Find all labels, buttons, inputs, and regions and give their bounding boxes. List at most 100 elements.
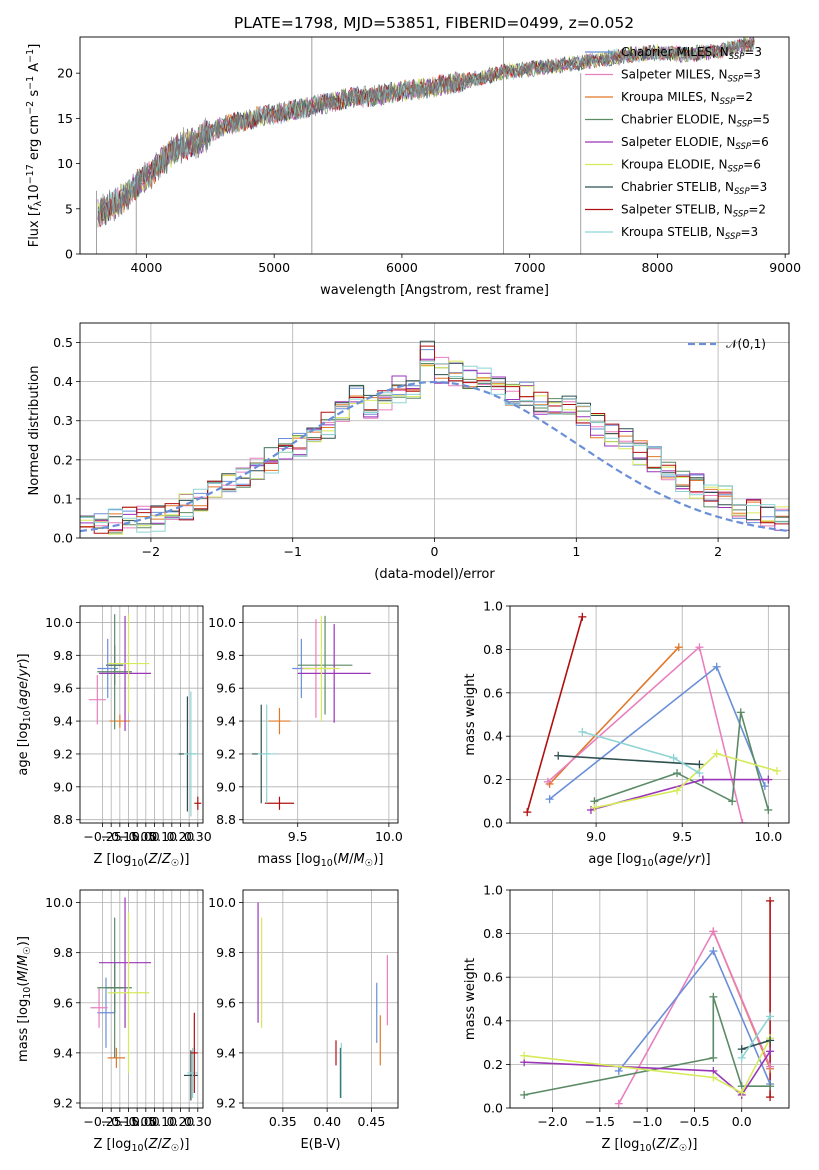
y-tick-label: 10.0 (45, 615, 73, 630)
axes-frame (242, 605, 399, 824)
y-axis-label: mass weight (463, 958, 478, 1040)
y-axis-label: age [log10(age/yr)] (16, 653, 33, 775)
plot-area (80, 340, 789, 538)
x-tick-label: 0.10 (149, 1114, 177, 1129)
x-tick-label: 0.20 (167, 829, 195, 844)
x-axis-label: Z [log10(Z/Z☉)] (94, 852, 190, 869)
legend-label: Kroupa STELIB, NSSP=3 (621, 225, 758, 242)
y-axis-label: mass weight (463, 673, 478, 755)
y-tick-label: 0.2 (483, 1057, 503, 1072)
y-tick-label: 1.0 (483, 599, 503, 614)
x-tick-label: 0.40 (313, 1114, 341, 1129)
y-tick-label: 0.4 (53, 374, 73, 389)
y-axis-label: mass [log10(M/M☉)] (16, 936, 33, 1062)
axes-frame (509, 605, 790, 824)
y-tick-label: 0.2 (53, 452, 73, 467)
legend-label: Chabrier STELIB, NSSP=3 (621, 180, 767, 197)
legend-label: Salpeter ELODIE, NSSP=6 (621, 135, 769, 152)
y-tick-label: 9.6 (53, 681, 73, 696)
axes-frame (79, 36, 790, 255)
x-tick-label: −1.0 (632, 1114, 662, 1129)
axes-frame (79, 322, 790, 539)
axes-frame (79, 605, 204, 824)
normal-reference-curve (80, 380, 789, 533)
x-tick-label: −0.05 (118, 1114, 156, 1129)
x-tick-label: 0.10 (149, 829, 177, 844)
spectrum-data-line (97, 37, 755, 228)
x-tick-label: −0.25 (83, 1114, 121, 1129)
y-tick-label: 9.0 (216, 779, 236, 794)
x-tick-label: −0.05 (118, 829, 156, 844)
x-axis-label: mass [log10(M/M☉)] (258, 852, 384, 869)
histogram-step (80, 360, 789, 538)
x-tick-label: −0.15 (101, 1114, 139, 1129)
plot-area (523, 612, 781, 823)
x-tick-label: 0.45 (358, 1114, 386, 1129)
y-tick-label: 0.0 (483, 1101, 503, 1116)
y-tick-label: 9.6 (216, 995, 236, 1010)
y-tick-label: 1.0 (483, 883, 503, 898)
panel-2: −2 −1 0 1 2 0.0 0.1 0.2 0.3 0.4 0.5 (data-model)/er… (27, 322, 790, 582)
legend-label: Salpeter MILES, NSSP=3 (621, 68, 761, 85)
y-tick-label: 9.8 (53, 648, 73, 663)
plot-area (88, 614, 202, 817)
x-tick-label: 0.0 (732, 1114, 752, 1129)
x-tick-label: −2.0 (537, 1114, 567, 1129)
weight-line (558, 754, 700, 766)
panel-3: −0.25−0.15−0.050.000.100.200.30 8.8 9.0 9.2… (16, 605, 212, 869)
y-tick-label: 10.0 (208, 615, 236, 630)
y-tick-label: 9.6 (216, 681, 236, 696)
legend-label: Chabrier MILES, NSSP=3 (621, 45, 762, 62)
y-tick-label: 0.5 (53, 335, 73, 350)
y-tick-label: 0.6 (483, 970, 503, 985)
y-tick-label: 9.2 (216, 746, 236, 761)
figure-title: PLATE=1798, MJD=53851, FIBERID=0499, z=0… (234, 14, 634, 32)
x-tick-label: 0.20 (167, 1114, 195, 1129)
legend-label: Salpeter STELIB, NSSP=2 (621, 203, 766, 220)
y-tick-label: 9.2 (53, 746, 73, 761)
y-tick-label: 9.2 (216, 1095, 236, 1110)
x-tick-label: 0.00 (132, 829, 160, 844)
x-tick-label: 0.00 (132, 1114, 160, 1129)
y-tick-label: 9.4 (53, 714, 73, 729)
x-axis-label: Z [log10(Z/Z☉)] (94, 1137, 190, 1154)
x-tick-label: 0.35 (269, 1114, 297, 1129)
x-tick-label: 0.30 (184, 1114, 212, 1129)
weight-line (741, 1015, 771, 1059)
axes-frame (509, 889, 790, 1109)
x-tick-label: 8000 (642, 260, 674, 275)
x-tick-label: 4000 (131, 260, 163, 275)
x-axis-label: wavelength [Angstrom, rest frame] (320, 283, 549, 298)
x-tick-label: 1 (572, 544, 580, 559)
y-tick-label: 0 (65, 247, 73, 262)
x-tick-label: −0.5 (679, 1114, 709, 1129)
weight-line (524, 1037, 771, 1094)
legend-label: Chabrier ELODIE, NSSP=5 (621, 113, 770, 130)
x-tick-label: 6000 (386, 260, 418, 275)
panel-7: 0.35 0.40 0.45 9.2 9.4 9.6 9.8 10.0 E(B-V) (208, 889, 399, 1152)
y-tick-label: 9.8 (216, 648, 236, 663)
y-tick-label: 10.0 (45, 895, 73, 910)
y-tick-label: 0.1 (53, 491, 73, 506)
x-tick-label: −1 (283, 544, 301, 559)
x-axis-label: Z [log10(Z/Z☉)] (602, 1137, 698, 1154)
panel-1: 4000 5000 6000 7000 8000 9000 0 5 10 15 20 waveleng… (25, 36, 801, 298)
y-tick-label: 10.0 (208, 895, 236, 910)
y-tick-label: 0.0 (483, 816, 503, 831)
y-tick-label: 0.8 (483, 926, 503, 941)
x-tick-label: 9000 (769, 260, 801, 275)
axes-frame (242, 889, 399, 1109)
plot-area (520, 896, 775, 1108)
panel-8: −2.0 −1.5 −1.0 −0.5 0.0 0.0 0.2 0.4 0.6 0.8 1.0 Z [… (463, 883, 790, 1154)
y-axis-label: Flux [fλ10−17 erg cm−2 s−1 A−1] (25, 44, 44, 248)
y-tick-label: 9.4 (216, 714, 236, 729)
y-tick-label: 9.8 (53, 945, 73, 960)
x-axis-label: age [log10(age/yr)] (588, 852, 710, 869)
y-tick-label: 0.4 (483, 1013, 503, 1028)
plot-area (252, 615, 371, 810)
x-tick-label: 9.5 (288, 829, 308, 844)
y-tick-label: 0.8 (483, 642, 503, 657)
y-tick-label: 9.4 (216, 1045, 236, 1060)
